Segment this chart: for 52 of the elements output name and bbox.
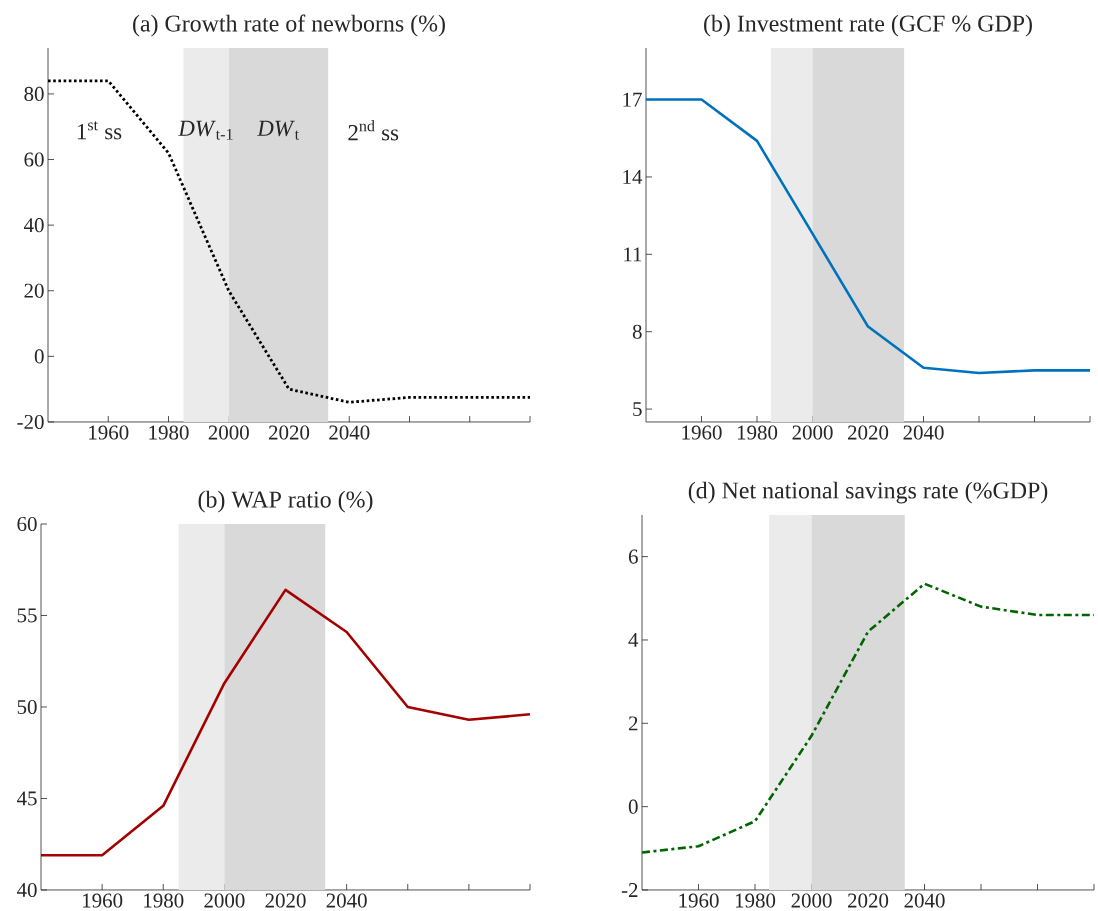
x-tick-label: 2040	[904, 893, 945, 908]
chart-title: (b) WAP ratio (%)	[198, 490, 373, 513]
annotation: DW$_{t-1}$	[178, 120, 233, 140]
x-tick-label: 1980	[144, 893, 184, 908]
y-tick-label: 20	[24, 283, 44, 298]
x-tick-label: 2040	[329, 425, 370, 440]
y-tick-label: -20	[17, 414, 44, 430]
y-tick-label: 40	[23, 218, 44, 233]
annotation: 1$^{st}$ ss	[77, 121, 122, 140]
x-tick-label: 1980	[735, 893, 776, 908]
x-tick-label: 2020	[265, 893, 306, 908]
y-tick-label: 0	[628, 799, 638, 814]
line-series	[644, 98, 1092, 375]
y-tick-label: 80	[24, 86, 44, 101]
x-tick-label: 2020	[848, 425, 889, 440]
y-tick-label: 45	[16, 791, 37, 806]
y-tick-label: -2	[621, 883, 638, 897]
x-tick-label: 1960	[89, 425, 129, 440]
x-tick-label: 2020	[848, 893, 889, 908]
x-tick-label: 2000	[208, 425, 249, 440]
y-tick-label: 40	[16, 882, 37, 898]
y-tick-label: 2	[628, 716, 638, 731]
y-tick-label: 8	[632, 324, 642, 339]
x-tick-label: 2000	[791, 893, 832, 908]
y-tick-label: 17	[623, 92, 642, 107]
y-tick-label: 5	[633, 402, 642, 417]
x-tick-label: 1960	[682, 425, 722, 440]
chart-title: (b) Investment rate (GCF % GDP)	[704, 14, 1032, 37]
y-tick-label: 0	[34, 349, 44, 364]
x-tick-label: 2000	[792, 425, 833, 440]
chart-title: (d) Net national savings rate (%GDP)	[688, 481, 1048, 504]
line-series	[640, 582, 1096, 854]
x-tick-label: 2020	[269, 425, 310, 440]
line-series	[39, 588, 532, 857]
y-tick-label: 14	[623, 170, 643, 184]
x-tick-label: 1980	[737, 425, 778, 440]
y-tick-label: 11	[624, 247, 642, 262]
x-tick-label: 2000	[204, 893, 245, 908]
x-tick-label: 2040	[903, 425, 944, 440]
y-tick-label: 4	[628, 633, 639, 647]
x-tick-label: 1960	[83, 893, 123, 908]
y-tick-label: 6	[628, 549, 638, 564]
annotation: 2$^{nd}$ ss	[348, 120, 399, 141]
annotation: DW$_{t}$	[257, 120, 300, 140]
x-tick-label: 1980	[149, 425, 189, 440]
y-tick-label: 60	[17, 516, 37, 532]
y-tick-label: 50	[17, 699, 37, 715]
x-tick-label: 2040	[326, 893, 367, 908]
chart-title: (a) Growth rate of newborns (%)	[133, 14, 445, 37]
y-tick-label: 55	[17, 608, 37, 623]
x-tick-label: 1960	[679, 893, 719, 908]
y-tick-label: 60	[24, 152, 44, 167]
